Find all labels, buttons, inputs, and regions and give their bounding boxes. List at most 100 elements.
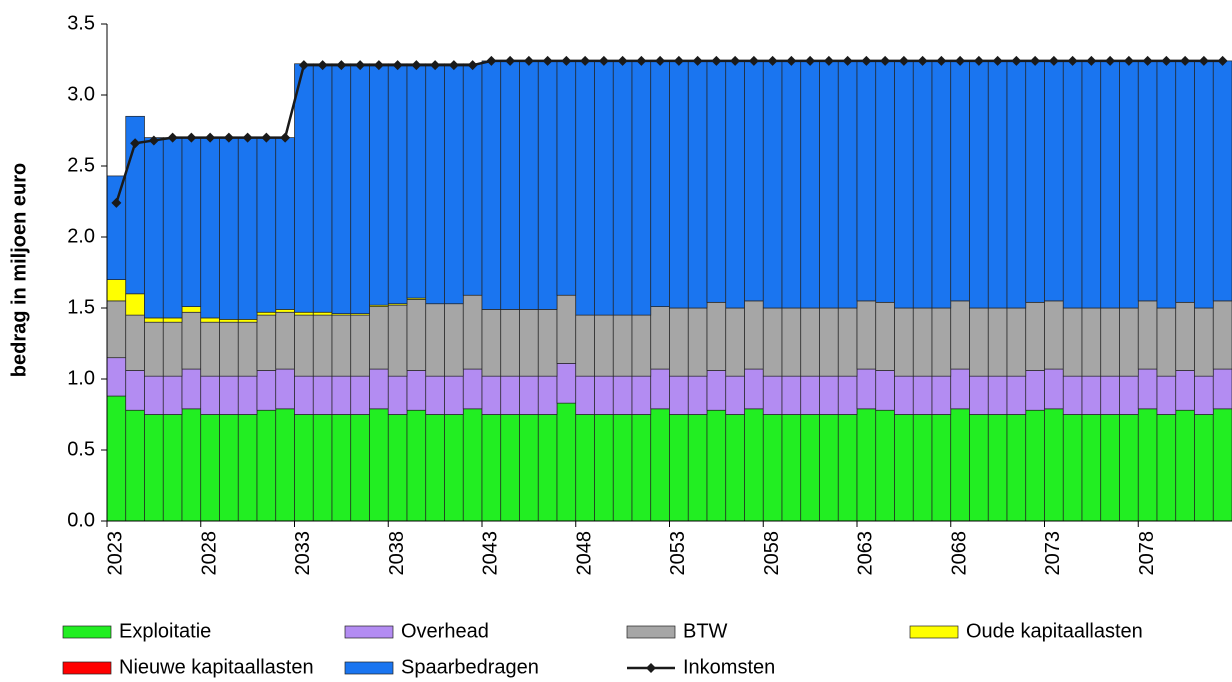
line-marker: [505, 55, 516, 66]
bar-segment: [1194, 375, 1214, 415]
bar-segment: [987, 375, 1008, 415]
bar-segment: [931, 414, 952, 522]
x-tick-label: 2033: [292, 531, 314, 576]
bar-segment: [481, 414, 502, 522]
bar-segment: [875, 409, 895, 522]
bar-segment: [294, 63, 314, 313]
bar-segment: [1100, 375, 1120, 415]
bar-segment: [612, 375, 633, 415]
bar-segment: [219, 321, 239, 377]
bar-segment: [781, 414, 802, 522]
bar-segment: [894, 307, 914, 377]
legend-swatch: [62, 625, 112, 639]
line-marker: [655, 55, 666, 66]
bar-segment: [1119, 414, 1139, 522]
bar-segment: [106, 357, 127, 397]
bar-segment: [1062, 414, 1083, 522]
bar-segment: [1100, 414, 1120, 522]
bar-segment: [1081, 60, 1102, 309]
bar-segment: [819, 375, 839, 415]
bar-segment: [331, 414, 352, 522]
line-marker: [673, 55, 684, 66]
bar-segment: [200, 375, 220, 415]
bar-segment: [200, 321, 220, 377]
bar-segment: [706, 301, 727, 371]
bar-segment: [181, 311, 202, 370]
bar-segment: [969, 414, 989, 522]
y-tick-label: 2.0: [67, 225, 95, 247]
bar-segment: [800, 375, 820, 415]
x-tick-label: 2023: [105, 531, 127, 576]
bar-segment: [856, 408, 877, 522]
bar-segment: [706, 370, 727, 411]
bar-segment: [181, 408, 202, 522]
bar-segment: [987, 60, 1008, 309]
bar-segment: [519, 309, 539, 377]
bar-segment: [669, 307, 689, 377]
bar-segment: [950, 408, 970, 522]
bar-segment: [1119, 307, 1139, 377]
bar-segment: [650, 306, 670, 370]
bar-segment: [144, 321, 164, 377]
bar-segment: [575, 314, 595, 377]
line-marker: [711, 55, 722, 66]
line-marker: [373, 60, 384, 71]
bar-segment: [144, 414, 164, 522]
bar-segment: [106, 175, 127, 280]
line-marker: [242, 132, 253, 143]
x-tick-label: 2028: [198, 531, 220, 576]
bar-segment: [144, 317, 164, 323]
bar-segment: [725, 60, 745, 309]
bar-segment: [650, 408, 670, 522]
bar-segment: [1081, 307, 1102, 377]
bar-segment: [819, 414, 839, 522]
bar-segment: [762, 375, 783, 415]
bar-segment: [744, 300, 764, 370]
bar-segment: [462, 63, 483, 296]
bar-segment: [1175, 60, 1195, 303]
bar-segment: [969, 307, 989, 377]
bar-segment: [725, 307, 745, 377]
bar-segment: [237, 137, 258, 320]
bar-segment: [875, 370, 895, 411]
bar-segment: [219, 319, 239, 323]
y-tick-label: 0.0: [67, 509, 95, 531]
bar-segment: [237, 375, 258, 415]
bar-segment: [519, 60, 539, 310]
bar-segment: [181, 137, 202, 307]
bar-segment: [781, 60, 802, 309]
bar-segment: [762, 307, 783, 377]
bar-segment: [537, 375, 558, 415]
line-marker: [1105, 55, 1116, 66]
bar-segment: [1194, 414, 1214, 522]
line-marker: [730, 55, 741, 66]
bar-segment: [1137, 368, 1158, 410]
line-marker: [1161, 55, 1172, 66]
bar-segment: [575, 414, 595, 522]
bar-segment: [1006, 60, 1027, 309]
bar-segment: [369, 368, 389, 410]
line-marker: [355, 60, 366, 71]
bar-segment: [931, 307, 952, 377]
bar-segment: [275, 309, 295, 313]
bar-segment: [1156, 60, 1177, 309]
bar-segment: [444, 414, 464, 522]
bar-segment: [1062, 60, 1083, 309]
bar-segment: [144, 375, 164, 415]
bar-segment: [444, 63, 464, 305]
bar-segment: [406, 63, 427, 299]
line-marker: [1198, 55, 1209, 66]
bar-segment: [1006, 414, 1027, 522]
line-marker: [223, 132, 234, 143]
bar-segment: [987, 307, 1008, 377]
line-marker: [1142, 55, 1153, 66]
y-tick-label: 1.5: [67, 296, 95, 318]
line-marker: [336, 60, 347, 71]
bar-segment: [481, 60, 502, 310]
bar-segment: [294, 311, 314, 316]
bar-segment: [594, 314, 614, 377]
bar-segment: [312, 311, 333, 316]
bar-segment: [912, 307, 933, 377]
bar-segment: [669, 60, 689, 309]
legend-label: BTW: [683, 620, 728, 642]
